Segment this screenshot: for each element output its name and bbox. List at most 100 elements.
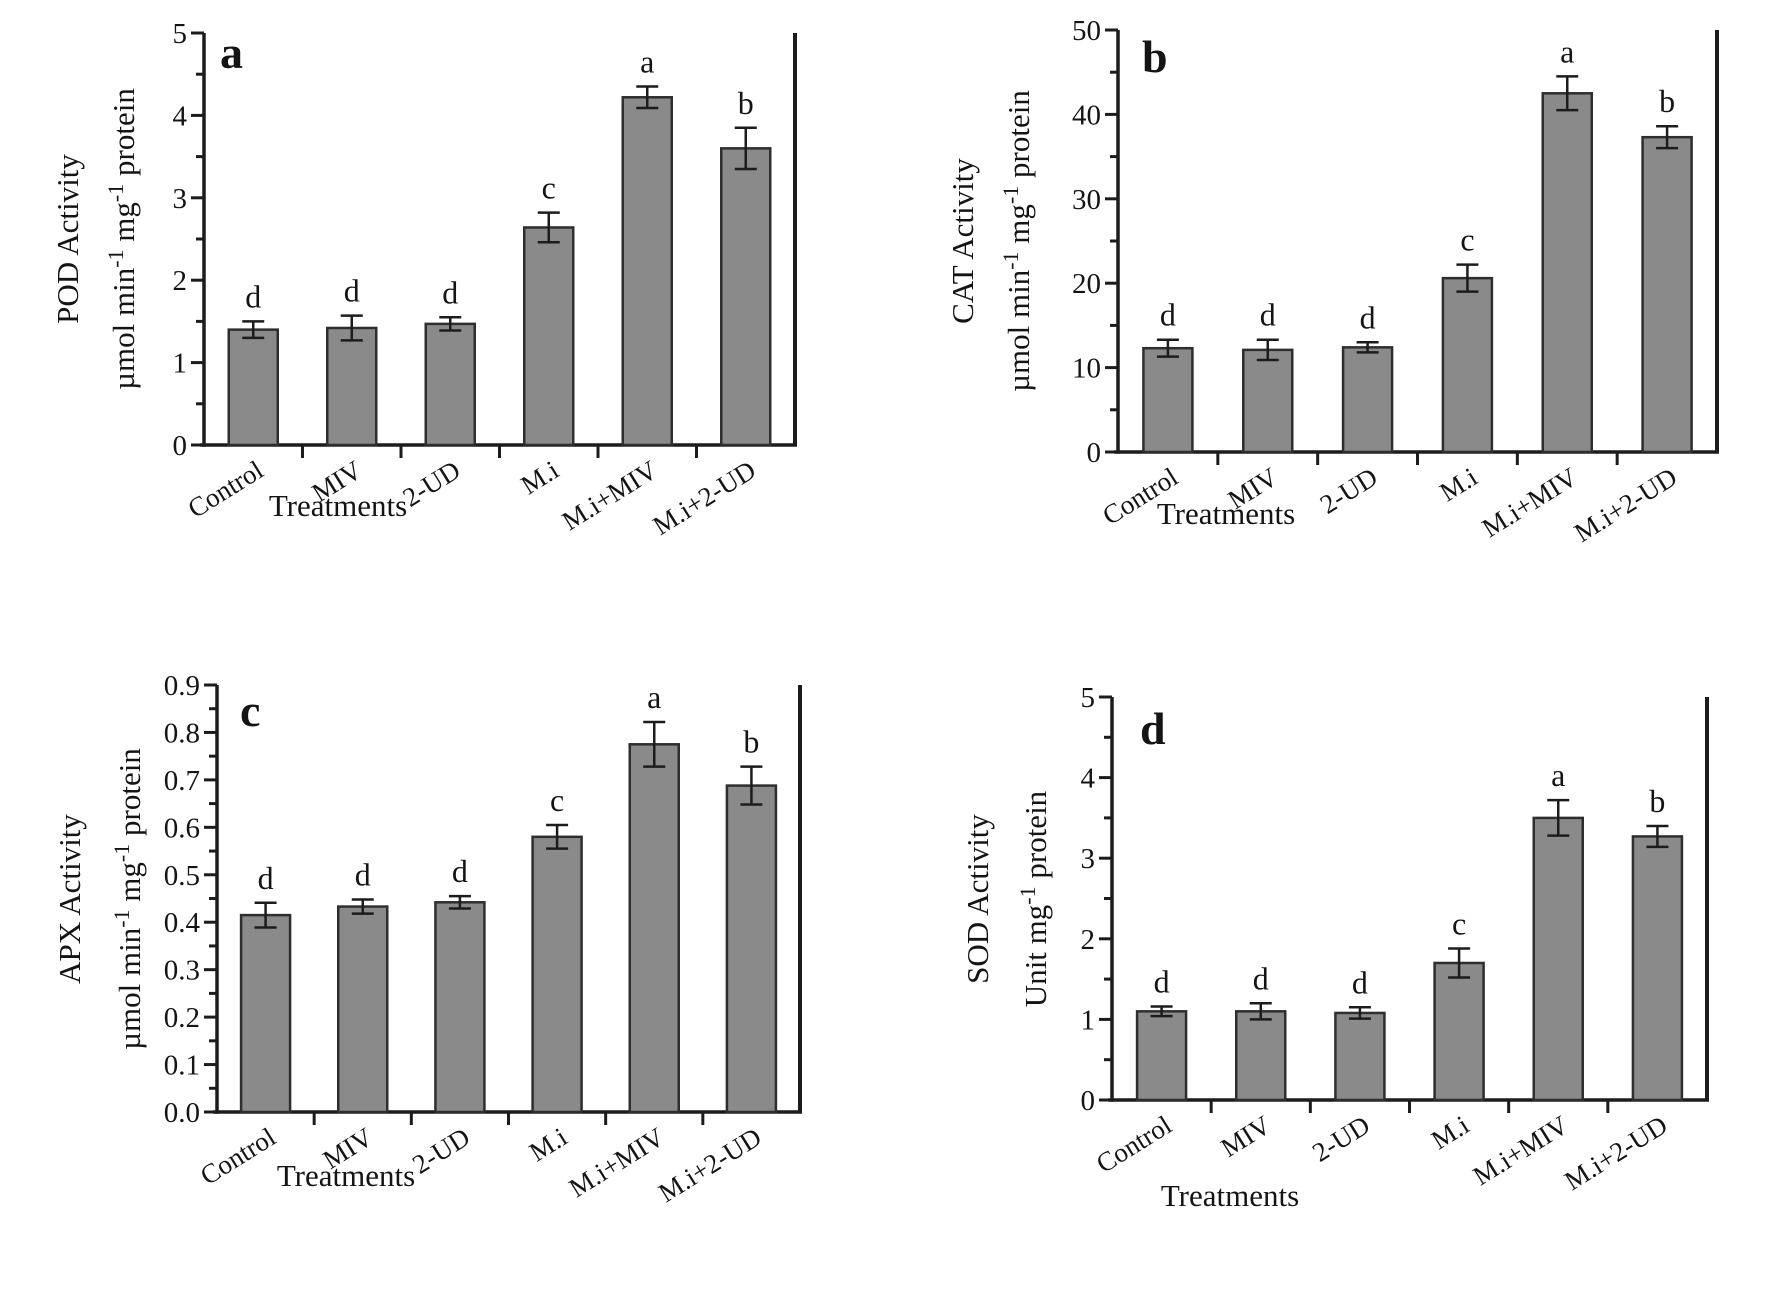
error-bar	[537, 211, 560, 244]
bar-a-1	[326, 326, 378, 447]
significance-letter: d	[1253, 960, 1269, 996]
bar-a-5	[720, 147, 772, 447]
panel-b: 01020304050dControldMIVd2-UDcM.iaM.i+MIV…	[945, 15, 1719, 548]
bar-a-2	[424, 322, 476, 447]
bar-c-2	[434, 901, 486, 1114]
bar-d-3	[1433, 961, 1485, 1102]
x-category-label: M.i+MIV	[1468, 1109, 1574, 1191]
bar-d-5	[1631, 835, 1684, 1102]
y-tick-label: 0.7	[164, 765, 200, 797]
x-category-label: 2-UD	[397, 455, 465, 513]
error-bar	[1448, 947, 1471, 979]
bar-a-3	[523, 226, 575, 447]
significance-letter: b	[743, 724, 759, 760]
bar-c-4	[628, 743, 680, 1114]
x-category-label: M.i+2-UD	[648, 455, 761, 541]
y-tick-label: 10	[1072, 353, 1101, 385]
panel-a: 012345dControldMIVd2-UDcM.iaM.i+MIVbM.i+…	[50, 18, 797, 541]
y-tick-label: 50	[1072, 15, 1101, 47]
y-axis-title-line2: µmol min-1 mg-1 protein	[109, 748, 147, 1050]
significance-letter: c	[1460, 222, 1474, 258]
x-category-label: M.i+MIV	[557, 454, 663, 536]
panel-d: 0 1 2 3 4 5 d Control d MIV d 2-UD c M.i a M.i+MIV b M.i+…	[960, 682, 1709, 1213]
bar-b-4	[1541, 92, 1593, 454]
bar-d-0	[1135, 1010, 1188, 1102]
y-tick-label: 30	[1072, 184, 1101, 216]
x-category-label: Control	[1091, 1110, 1177, 1179]
bar-b-3	[1441, 276, 1494, 454]
y-tick-label: 0.4	[164, 907, 201, 939]
significance-letter: a	[1560, 33, 1574, 69]
x-category-label: Control	[183, 455, 269, 524]
y-tick-label: 0.3	[164, 955, 200, 987]
error-bar	[439, 316, 462, 332]
significance-letter: d	[344, 273, 360, 309]
error-bar	[734, 126, 757, 171]
y-tick-label: 0	[1087, 437, 1102, 469]
error-bar	[1150, 1005, 1173, 1018]
bar-c-5	[725, 784, 778, 1114]
significance-letter: d	[258, 860, 274, 896]
x-category-label: MIV	[1216, 1109, 1277, 1163]
y-axis-title-line1: APX Activity	[52, 814, 87, 984]
panel-letter: d	[1140, 703, 1166, 754]
y-tick-label: 0	[173, 430, 188, 462]
x-category-label: M.i+2-UD	[1559, 1110, 1672, 1196]
error-bar	[643, 720, 666, 768]
y-tick-label: 2	[173, 265, 188, 297]
error-bar	[351, 898, 374, 915]
error-bar	[1556, 75, 1579, 112]
bar-b-0	[1142, 346, 1194, 454]
significance-letter: a	[640, 44, 654, 80]
y-axis-title-line1: POD Activity	[50, 154, 85, 324]
y-tick-label: 0	[1081, 1085, 1096, 1117]
panel-letter: c	[240, 685, 260, 736]
error-bar	[1249, 1002, 1272, 1021]
bar-a-0	[227, 328, 279, 447]
bar-d-4	[1532, 816, 1584, 1102]
y-axis-title-line2: Unit mg-1 protein	[1015, 790, 1053, 1007]
significance-letter: a	[1551, 757, 1565, 793]
error-bar	[636, 85, 659, 110]
error-bar	[1156, 338, 1179, 358]
error-bar	[242, 320, 265, 340]
error-bar	[1356, 341, 1379, 354]
y-tick-label: 0.1	[164, 1050, 200, 1082]
error-bar	[1456, 263, 1479, 293]
significance-letter: d	[442, 274, 458, 310]
x-axis-title: Treatments	[269, 488, 407, 523]
significance-letter: b	[1649, 783, 1665, 819]
error-bar	[1256, 338, 1279, 362]
y-axis-title-line1: SOD Activity	[960, 814, 995, 984]
y-axis-title-line2: µmol min-1 mg-1 protein	[998, 90, 1036, 392]
x-category-label: M.i	[524, 1122, 572, 1168]
y-tick-label: 5	[1081, 682, 1096, 714]
error-bar	[740, 765, 763, 806]
significance-letter: c	[542, 170, 556, 206]
error-bar	[448, 894, 471, 910]
bar-b-1	[1242, 348, 1294, 454]
y-tick-label: 1	[1081, 1004, 1096, 1036]
y-tick-label: 3	[1081, 843, 1096, 875]
bar-b-5	[1641, 135, 1693, 454]
bar-c-3	[531, 835, 583, 1114]
y-tick-label: 4	[173, 100, 188, 132]
y-tick-label: 1	[173, 348, 188, 380]
y-tick-label: 0.8	[164, 717, 200, 749]
bar-c-0	[239, 913, 292, 1114]
significance-letter: d	[245, 278, 261, 314]
y-tick-label: 0.5	[164, 860, 200, 892]
panel-c: 0.0 0.1 0.2 0.3 0.4 0.5 0.6 0.7 0.8 0.9 d Control d M…	[52, 670, 802, 1208]
bar-d-1	[1235, 1010, 1287, 1102]
error-bar	[1646, 824, 1669, 849]
y-tick-label: 0.9	[164, 670, 200, 702]
error-bar	[254, 901, 277, 929]
significance-letter: d	[1360, 299, 1376, 335]
y-tick-label: 0.6	[164, 812, 200, 844]
panel-letter: a	[220, 27, 243, 78]
significance-letter: c	[1452, 905, 1466, 941]
x-axis-title: Treatments	[277, 1158, 415, 1193]
x-category-label: Control	[195, 1122, 281, 1191]
